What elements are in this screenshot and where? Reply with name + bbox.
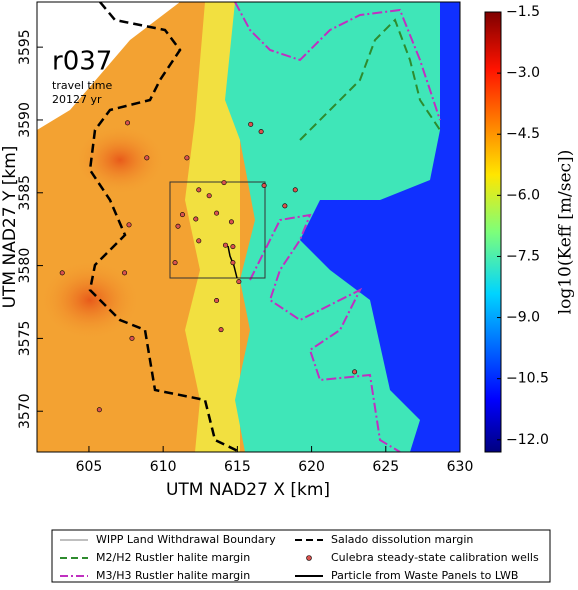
well (248, 121, 254, 127)
well (125, 120, 131, 126)
annotation: travel time (52, 79, 112, 92)
well (218, 327, 224, 333)
well (59, 270, 65, 276)
well (175, 223, 181, 229)
y-tick-label: 3590 (17, 102, 33, 138)
y-tick-label: 3595 (17, 29, 33, 65)
colorbar-tick-label: −12.0 (506, 432, 549, 448)
colorbar-tick-label: −1.5 (506, 4, 540, 20)
x-tick-label: 630 (447, 459, 474, 475)
well (172, 260, 178, 266)
well (236, 279, 242, 285)
legend (51, 529, 551, 583)
legend-label: Culebra steady-state calibration wells (331, 551, 539, 564)
well (261, 182, 267, 188)
title: r037 (52, 47, 112, 77)
colorbar-tick-label: −7.5 (506, 248, 540, 264)
well (206, 193, 212, 199)
well (352, 369, 358, 375)
x-axis-label: UTM NAD27 X [km] (166, 480, 330, 500)
legend-label: M3/H3 Rustler halite margin (96, 569, 250, 582)
colorbar-tick-label: −3.0 (506, 65, 540, 81)
well (258, 129, 264, 135)
colorbar-tick-label: −6.0 (506, 187, 540, 203)
well (184, 155, 190, 161)
legend-label: M2/H2 Rustler halite margin (96, 551, 250, 564)
annotation: 20127 yr (52, 93, 102, 106)
wells (59, 120, 358, 413)
well (193, 216, 199, 222)
x-tick-label: 605 (76, 459, 103, 475)
legend-label: WIPP Land Withdrawal Boundary (96, 533, 276, 546)
colorbar-tick-label: −10.5 (506, 371, 549, 387)
well (214, 210, 220, 216)
well (292, 187, 298, 193)
well (196, 187, 202, 193)
well (230, 260, 236, 266)
y-tick-label: 3585 (17, 175, 33, 211)
well (228, 219, 234, 225)
well (179, 212, 185, 218)
well (126, 222, 132, 228)
y-tick-label: 3575 (17, 321, 33, 357)
well (214, 298, 220, 304)
well (122, 270, 128, 276)
x-tick-label: 610 (150, 459, 177, 475)
well (129, 335, 135, 341)
legend-label: Particle from Waste Panels to LWB (331, 569, 518, 582)
colorbar-label: log10(Keff [m/sec]) (556, 150, 576, 315)
well (222, 242, 228, 248)
x-tick-label: 615 (224, 459, 251, 475)
well (230, 244, 236, 250)
y-tick-label: 3580 (17, 248, 33, 284)
well (196, 238, 202, 244)
x-tick-label: 625 (372, 459, 399, 475)
colorbar-tick-label: −4.5 (506, 126, 540, 142)
field (37, 2, 460, 452)
y-axis-label: UTM NAD27 Y [km] (0, 146, 20, 309)
well (144, 155, 150, 161)
well (221, 180, 227, 186)
well (282, 203, 288, 209)
legend-marker (306, 555, 312, 561)
colorbar (484, 11, 502, 453)
well (96, 407, 102, 413)
y-tick-label: 3570 (17, 393, 33, 429)
legend-label: Salado dissolution margin (331, 533, 473, 546)
legend-items: WIPP Land Withdrawal Boundary Salado diss… (60, 533, 539, 582)
plot-frame (36, 1, 461, 453)
colorbar-tick-label: −9.0 (506, 310, 540, 326)
x-tick-label: 620 (298, 459, 325, 475)
